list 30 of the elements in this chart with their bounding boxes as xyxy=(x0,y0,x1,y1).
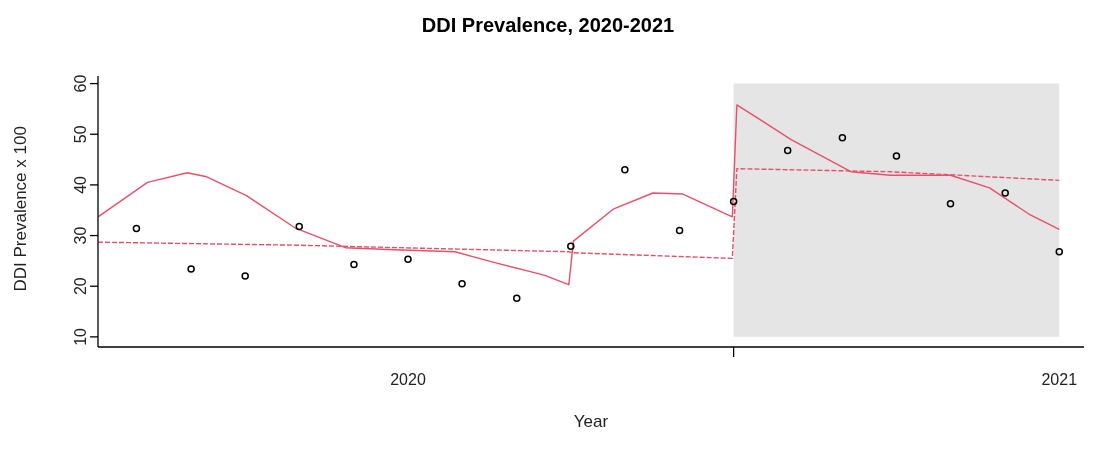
x-axis-title: Year xyxy=(573,412,609,431)
y-tick-label: 60 xyxy=(72,74,89,93)
point xyxy=(675,226,684,235)
point xyxy=(404,255,412,264)
y-tick-label: 10 xyxy=(72,327,89,346)
point xyxy=(892,152,901,160)
point xyxy=(838,134,847,142)
point xyxy=(621,165,629,174)
line-series xyxy=(98,104,1060,286)
y-tick-label: 30 xyxy=(72,226,89,245)
chart-title: DDI Prevalence, 2020-2021 xyxy=(420,14,676,38)
y-tick-label: 50 xyxy=(72,125,89,144)
point xyxy=(1055,248,1063,256)
point xyxy=(729,197,738,206)
point xyxy=(946,199,955,208)
x-tick-label: 2021 xyxy=(1041,371,1078,388)
point xyxy=(295,222,303,231)
point xyxy=(567,242,575,250)
y-tick-label: 20 xyxy=(72,277,89,296)
point xyxy=(1001,189,1009,197)
point xyxy=(783,146,792,155)
point xyxy=(187,265,195,273)
y-tick-label: 40 xyxy=(72,175,89,194)
point xyxy=(513,294,521,303)
y-axis-title: DDI Prevalence x 100 xyxy=(11,126,31,292)
point xyxy=(350,260,358,269)
point xyxy=(241,272,249,280)
point xyxy=(458,279,466,288)
x-tick-label: 2020 xyxy=(390,371,426,388)
point xyxy=(132,224,141,233)
